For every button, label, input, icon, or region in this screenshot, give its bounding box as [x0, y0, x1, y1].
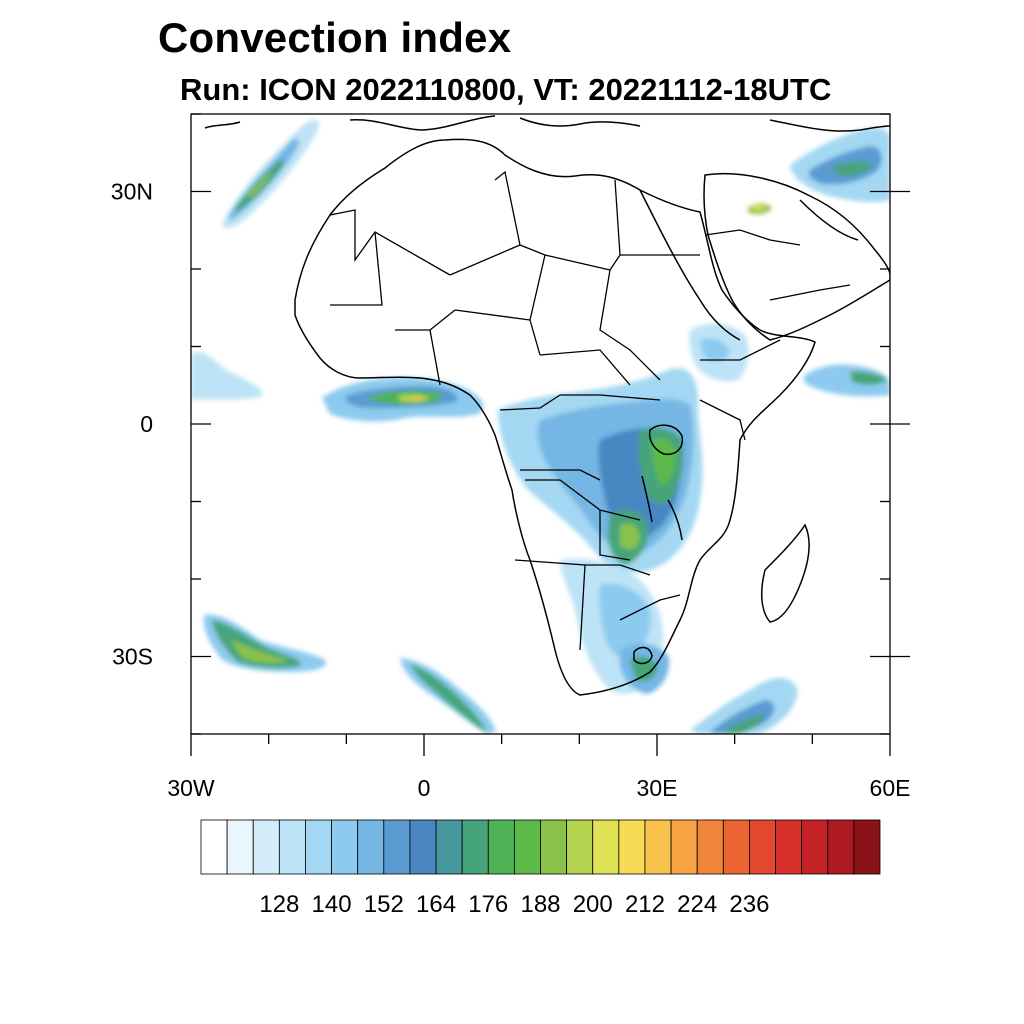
- colorbar-swatch: [592, 819, 620, 875]
- colorbar-label: 224: [677, 891, 717, 918]
- lon-tick-label: 30E: [637, 775, 678, 801]
- colorbar-swatch: [775, 819, 803, 875]
- map-subtitle: Run: ICON 2022110800, VT: 20221112-18UTC: [180, 72, 832, 107]
- axis-ticks: [190, 113, 910, 756]
- colorbar-swatch: [670, 819, 698, 875]
- lat-tick-label: 30S: [112, 644, 153, 670]
- colorbar-swatch: [278, 819, 306, 875]
- colorbar-swatch: [331, 819, 359, 875]
- colorbar-swatch: [305, 819, 332, 875]
- colorbar-label: 212: [625, 891, 665, 918]
- colorbar-swatch: [383, 819, 411, 875]
- lat-tick-label: 30N: [111, 179, 153, 205]
- colorbar-label: 188: [520, 891, 560, 918]
- lat-tick-label: 0: [140, 411, 153, 437]
- lon-tick-label: 30W: [167, 775, 215, 801]
- colorbar-label: 176: [468, 891, 508, 918]
- colorbar-swatch: [827, 819, 855, 875]
- colorbar-swatch: [513, 819, 541, 875]
- colorbar-swatch: [461, 819, 489, 875]
- colorbar-label: 200: [573, 891, 613, 918]
- colorbar-swatch: [566, 819, 594, 875]
- coastlines: [204, 115, 890, 696]
- colorbar: [200, 819, 881, 875]
- colorbar-swatch: [722, 819, 750, 875]
- country-borders: [329, 170, 851, 651]
- colorbar-swatch: [357, 819, 385, 875]
- colorbar-swatch: [252, 819, 280, 875]
- colorbar-swatch: [200, 819, 228, 875]
- colorbar-swatch: [226, 819, 254, 875]
- lon-tick-label: 0: [418, 775, 431, 801]
- colorbar-label: 164: [416, 891, 456, 918]
- colorbar-swatch: [409, 819, 437, 875]
- colorbar-label: 128: [259, 891, 299, 918]
- colorbar-swatch: [853, 819, 881, 875]
- colorbar-label: 236: [729, 891, 769, 918]
- colorbar-swatch: [696, 819, 724, 875]
- colorbar-swatch: [644, 819, 672, 875]
- colorbar-label: 140: [312, 891, 352, 918]
- colorbar-swatch: [435, 819, 463, 875]
- colorbar-swatch: [618, 819, 646, 875]
- axis-labels: 30N 0 30S 30W 0 30E 60E: [111, 179, 911, 802]
- colorbar-swatch: [749, 819, 776, 875]
- colorbar-swatch: [540, 819, 568, 875]
- convection-shading: [191, 120, 890, 734]
- colorbar-label: 152: [364, 891, 404, 918]
- colorbar-swatch: [801, 819, 829, 875]
- colorbar-swatch: [487, 819, 515, 875]
- map-title: Convection index: [158, 14, 512, 61]
- colorbar-labels: 128 140 152 164 176 188 200 212 224 236: [259, 891, 769, 918]
- lon-tick-label: 60E: [870, 775, 911, 801]
